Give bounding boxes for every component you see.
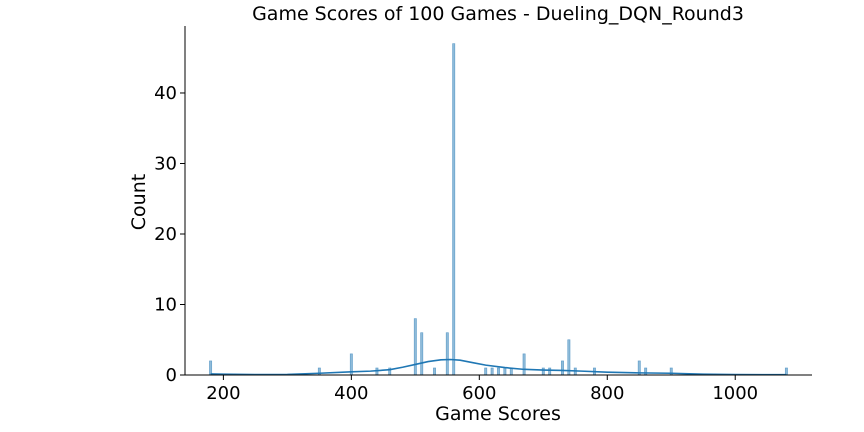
- histogram-bar: [445, 332, 449, 376]
- histogram-bar: [209, 360, 213, 376]
- histogram-bar: [452, 43, 456, 376]
- bars-group: [209, 43, 788, 376]
- y-tick-label: 0: [166, 365, 177, 386]
- histogram-bar: [484, 367, 488, 376]
- histogram-bar: [413, 318, 417, 376]
- histogram-bar: [497, 367, 500, 376]
- histogram-bar: [567, 339, 571, 376]
- histogram-bar: [541, 367, 545, 376]
- y-tick-label: 10: [154, 294, 177, 315]
- x-axis-title: Game Scores: [435, 403, 561, 425]
- chart-title: Game Scores of 100 Games - Dueling_DQN_R…: [252, 3, 744, 25]
- histogram-bar: [548, 367, 552, 376]
- x-ticks-group: 200 400 600 800 1000: [206, 375, 758, 404]
- y-tick-label: 20: [154, 224, 177, 245]
- histogram-bar: [561, 360, 564, 376]
- histogram-bar: [490, 367, 494, 376]
- histogram-bar: [433, 367, 436, 376]
- y-axis-title: Count: [128, 174, 150, 230]
- histogram-bar: [503, 367, 507, 376]
- histogram-bar: [644, 367, 648, 376]
- y-tick-label: 30: [154, 153, 177, 174]
- histogram-bar: [522, 353, 526, 376]
- kde-curve: [210, 358, 787, 376]
- histogram-bar: [420, 332, 424, 376]
- x-tick-label: 1000: [712, 383, 758, 404]
- y-ticks-group: 0 10 20 30 40: [154, 83, 185, 386]
- y-tick-label: 40: [154, 83, 177, 104]
- x-tick-label: 200: [206, 383, 240, 404]
- x-tick-label: 600: [462, 383, 496, 404]
- x-tick-label: 400: [334, 383, 368, 404]
- x-tick-label: 800: [590, 383, 624, 404]
